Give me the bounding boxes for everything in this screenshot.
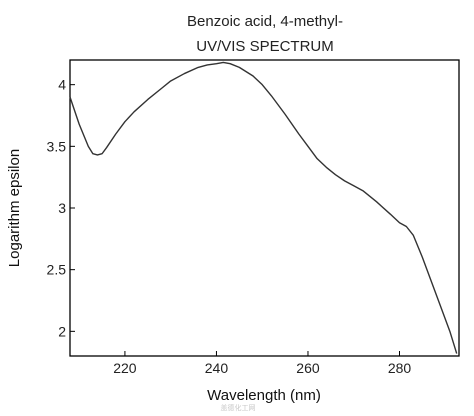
- y-tick-label: 3.5: [47, 138, 67, 154]
- y-tick-label: 3: [58, 200, 66, 216]
- y-axis-label: Logarithm epsilon: [6, 149, 23, 267]
- y-tick-label: 4: [58, 77, 66, 93]
- chart-subtitle: UV/VIS SPECTRUM: [196, 38, 334, 55]
- x-tick-label: 240: [205, 360, 229, 376]
- x-tick-label: 260: [296, 360, 320, 376]
- y-tick-label: 2.5: [47, 262, 67, 278]
- x-axis-ticks: 220 240 260 280: [113, 351, 411, 376]
- watermark-text: 盖德化工网: [221, 403, 256, 412]
- y-tick-label: 2: [58, 323, 66, 339]
- y-axis-ticks: 2 2.5 3 3.5 4: [47, 77, 75, 339]
- chart-title: Benzoic acid, 4-methyl-: [187, 13, 343, 30]
- plot-frame: [69, 59, 460, 357]
- spectrum-line: [69, 61, 458, 354]
- x-tick-label: 220: [113, 360, 137, 376]
- x-axis-label: Wavelength (nm): [207, 387, 321, 404]
- x-tick-label: 280: [388, 360, 412, 376]
